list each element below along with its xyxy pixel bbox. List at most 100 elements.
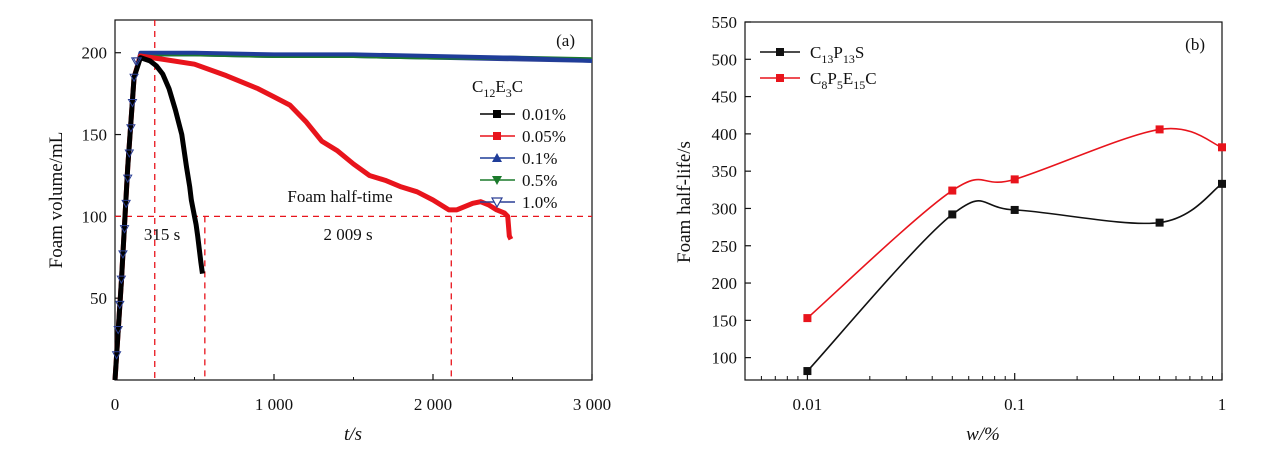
panel-b-label: (b)	[1185, 35, 1205, 54]
panel-b-xlabel: w/%	[966, 424, 1000, 445]
y-tick-label: 400	[712, 125, 738, 144]
l2-p5: 15	[853, 78, 865, 92]
x-tick-label: 1	[1218, 395, 1227, 414]
y-tick-label: 150	[712, 311, 738, 330]
data-point	[803, 367, 812, 376]
marker-1pct	[119, 225, 130, 234]
data-point	[948, 210, 957, 219]
l1-p4: S	[855, 43, 864, 62]
marker-1pct	[113, 326, 124, 335]
data-point	[1218, 143, 1226, 152]
l1-p1: 13	[821, 52, 833, 66]
series-line-0.5pct	[113, 52, 593, 381]
y-tick-label: 350	[712, 162, 738, 181]
panel-a-ylabel: Foam volume/mL	[46, 132, 67, 269]
x-tick-label: 0.1	[1004, 395, 1025, 414]
legend-title-c2: C	[512, 77, 523, 96]
y-tick-label: 250	[712, 237, 738, 256]
data-point	[1155, 218, 1164, 227]
y-tick-label: 200	[82, 44, 108, 63]
l2-p6: C	[865, 69, 876, 88]
series-line-0.05pct	[112, 53, 514, 381]
panel-a-ticks: 0 1 000 2 000 3 000 50 100 150 200	[82, 44, 612, 414]
legend-title-sub2: 3	[506, 86, 512, 100]
marker-1pct	[118, 250, 128, 259]
t1-label: 315 s	[144, 225, 180, 244]
marker-1pct	[116, 275, 127, 285]
marker-1pct	[121, 199, 131, 209]
legend-label-0: 0.01%	[522, 105, 566, 124]
panel-b-legend: C13P13S C8P5E15C	[760, 43, 877, 92]
marker-1pct	[122, 174, 133, 184]
l2-p0: C	[810, 69, 821, 88]
panel-b: 0.01 0.1 1 100 150 200 250 300 350 400 450 500 550 (…	[674, 13, 1226, 445]
marker-1pct	[114, 300, 125, 310]
legend-title-c1: C	[472, 77, 483, 96]
data-point	[803, 314, 812, 323]
data-point	[1155, 125, 1164, 134]
l2-p2: P	[827, 69, 836, 88]
legend-label-4: 1.0%	[522, 193, 557, 212]
x-tick-label: 0	[111, 395, 120, 414]
legend-marker-triangle-open	[490, 197, 504, 209]
panel-b-frame	[744, 21, 1223, 381]
panel-a-legend: C12E3C 0.01%0.05%0.1%0.5%1.0%	[472, 77, 566, 212]
legend-marker-triangle-up	[492, 153, 502, 162]
legend-label-2: 0.1%	[522, 149, 557, 168]
t2-label: 2 009 s	[323, 225, 372, 244]
legend-marker-c13p13s	[776, 48, 784, 56]
legend-label-1: 0.05%	[522, 127, 566, 146]
legend-title-sub1: 12	[483, 86, 495, 100]
series-line-1.0pct	[113, 52, 593, 381]
y-tick-label: 50	[90, 289, 107, 308]
y-tick-label: 500	[712, 50, 738, 69]
legend-marker-triangle-down	[492, 176, 502, 185]
legend-marker-c8p5e15c	[776, 74, 784, 82]
marker-1pct	[129, 73, 139, 83]
y-tick-label: 150	[82, 126, 108, 145]
y-tick-label: 550	[712, 13, 738, 32]
marker-1pct	[126, 124, 136, 133]
y-tick-label: 100	[712, 349, 738, 368]
y-tick-label: 200	[712, 274, 738, 293]
data-point	[1010, 175, 1019, 184]
marker-1pct	[124, 149, 135, 158]
legend-marker-square	[493, 110, 501, 118]
panel-a: 0 1 000 2 000 3 000 50 100 150 200 (a) Foam hal…	[46, 19, 612, 445]
marker-1pct	[127, 99, 138, 108]
series-curve-0	[806, 183, 1223, 372]
legend-title: C12E3C	[472, 77, 523, 100]
data-point	[1010, 205, 1019, 214]
panel-a-label: (a)	[556, 31, 575, 50]
panel-b-ylabel: Foam half-life/s	[674, 141, 695, 263]
l2-p3: 5	[837, 78, 843, 92]
legend-label-3: 0.5%	[522, 171, 557, 190]
y-tick-label: 100	[82, 207, 108, 226]
panel-b-series	[803, 125, 1226, 376]
series-line-0.01pct	[112, 55, 205, 381]
x-tick-label: 0.01	[793, 395, 823, 414]
legend-marker-square	[493, 132, 501, 140]
y-tick-label: 300	[712, 199, 738, 218]
marker-1pct	[111, 351, 122, 360]
legend-text-c13p13s: C13P13S	[810, 43, 864, 66]
data-point	[948, 186, 957, 195]
l1-p3: 13	[843, 52, 855, 66]
panel-a-xlabel: t/s	[344, 424, 362, 445]
l2-p4: E	[843, 69, 853, 88]
series-curve-1	[806, 127, 1223, 319]
panel-a-legend-items: 0.01% 0.05% 0.1% 0.5% 1.0%	[480, 105, 566, 212]
x-tick-label: 3 000	[573, 395, 611, 414]
x-tick-label: 1 000	[255, 395, 293, 414]
l1-p0: C	[810, 43, 821, 62]
l2-p1: 8	[821, 78, 827, 92]
l1-p2: P	[833, 43, 842, 62]
half-time-label: Foam half-time	[287, 187, 392, 206]
marker-1pct	[132, 57, 143, 66]
y-tick-label: 450	[712, 88, 738, 107]
legend-title-e: E	[495, 77, 505, 96]
x-tick-label: 2 000	[414, 395, 452, 414]
legend-text-c8p5e15c: C8P5E15C	[810, 69, 877, 92]
